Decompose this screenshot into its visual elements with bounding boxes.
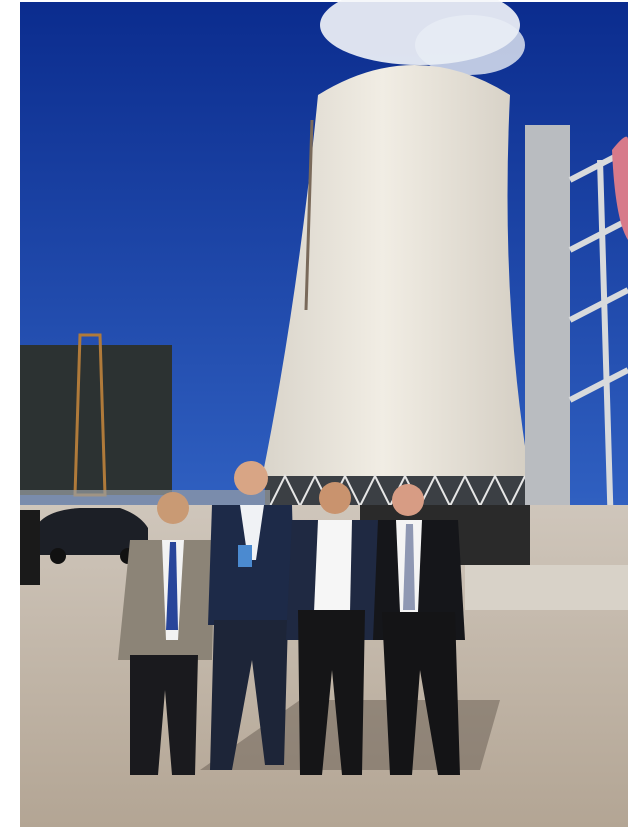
steam (415, 15, 525, 75)
building (20, 345, 172, 495)
pink-object (612, 136, 628, 240)
platform (465, 565, 628, 610)
car (35, 508, 148, 555)
trousers (298, 610, 365, 775)
head (392, 484, 424, 516)
head (234, 461, 268, 495)
car-wheel (50, 548, 66, 564)
cooling-tower (262, 65, 530, 478)
shirt (314, 520, 352, 612)
tie (166, 542, 178, 630)
car-edge (20, 510, 40, 585)
head (319, 482, 351, 514)
trousers (130, 655, 198, 775)
tower-ladder (304, 119, 314, 311)
trousers (382, 612, 460, 775)
steel-column (525, 125, 570, 565)
steel-frame (568, 147, 628, 566)
trousers (210, 620, 288, 770)
tie (403, 524, 415, 610)
head (157, 492, 189, 524)
badge (238, 545, 252, 567)
